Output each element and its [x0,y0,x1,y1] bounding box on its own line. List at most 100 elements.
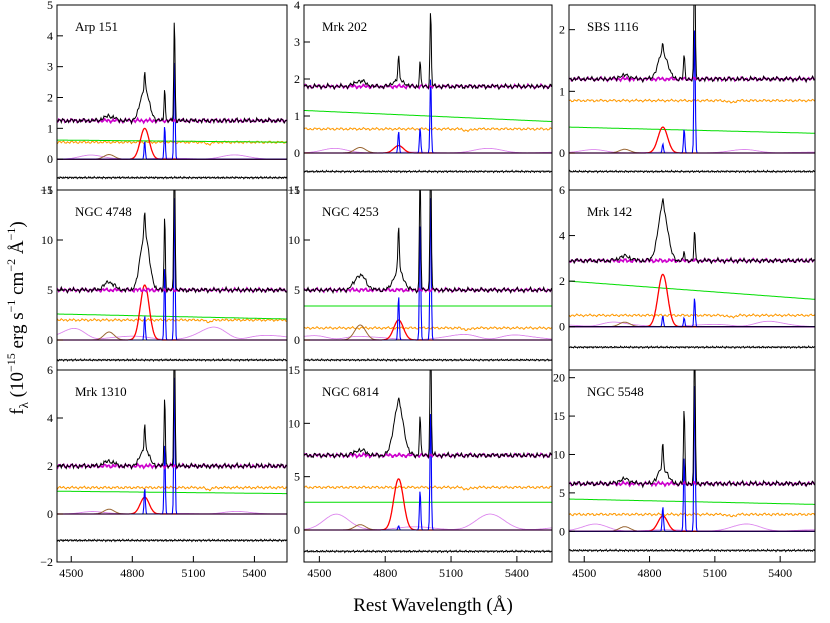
panel-grid: Arp 151 −1 0 1 2 3 4 5 Mrk 202 −1 0 1 2 3 4 SBS 1116 0 1 2… [40,0,816,580]
x-tick-label: 5400 [242,566,266,580]
y-tick-label: −1 [287,183,300,197]
x-tick-label: 4800 [373,566,397,580]
power-law-curve [57,313,287,320]
panel-frame [568,369,816,563]
y-tick-label: 4 [47,411,53,425]
broad-hbeta-curve [569,126,815,154]
y-tick-label: 10 [41,233,53,247]
y-tick-label: 2 [47,91,53,105]
x-tick-label: 5100 [703,566,727,580]
observed-spectrum-curve [569,5,815,84]
x-tick-label: 5100 [181,566,205,580]
observed-spectrum-curve [57,22,287,126]
y-tick-label: 1 [294,109,300,123]
broad-hbeta-curve [57,284,287,341]
residual-curve [57,175,287,180]
residual-curve [569,345,815,350]
y-tick-label: 15 [288,363,300,377]
panel-title: NGC 4748 [75,204,132,219]
observed-spectrum-curve [57,190,287,294]
stellar-template-curve [304,126,552,133]
y-tick-label: 5 [294,470,300,484]
y-tick-label: 1 [559,84,565,98]
panel-arp-151: Arp 151 −1 0 1 2 3 4 5 [40,0,288,197]
y-tick-label: 0 [294,523,300,537]
panel-ngc-6814: NGC 6814 0 5 10 15 4500 4800 5100 5400 [288,363,553,580]
panel-mrk-142: Mrk 142 0 2 4 6 [559,183,816,371]
feii-curve [57,154,287,160]
y-tick-label: 2 [559,23,565,37]
residual-curve [569,169,815,174]
broad-hbeta-curve [569,273,815,328]
stellar-template-curve [57,317,287,324]
y-tick-label: 15 [288,183,300,197]
y-tick-label: 5 [47,0,53,12]
y-tick-label: 10 [288,416,300,430]
panel-title: NGC 5548 [587,384,644,399]
y-tick-label: 0 [559,320,565,334]
heii-broad-curve [57,331,287,341]
y-tick-label: 0 [294,146,300,160]
panel-sbs-1116: SBS 1116 0 1 2 [559,4,816,191]
y-axis-title: fλ (10−15 erg s−1 cm−2 Å−1) [4,221,31,414]
narrow-lines-curve [304,198,552,341]
y-tick-label: 2 [559,274,565,288]
y-tick-label: 5 [559,486,565,500]
observed-spectrum-curve [57,370,287,470]
stellar-template-curve [304,325,552,331]
stellar-template-curve [304,485,552,491]
power-law-curve [57,490,287,495]
y-tick-label: 2 [47,459,53,473]
x-tick-label: 4800 [120,566,144,580]
y-tick-label: 1 [47,121,53,135]
stellar-template-curve [569,313,815,319]
narrow-lines-curve [57,198,287,341]
observed-spectrum-curve [304,370,552,460]
feii-curve [304,333,552,341]
panel-ngc-4748: NGC 4748 0 5 10 15 [41,183,288,371]
narrow-lines-curve [569,30,815,154]
panel-title: NGC 4253 [322,204,379,219]
feii-curve [569,320,815,327]
power-law-curve [304,110,552,122]
power-law-curve [569,126,815,134]
y-tick-label: 0 [47,507,53,521]
power-law-curve [57,139,287,143]
panel-mrk-202: Mrk 202 −1 0 1 2 3 4 [287,0,553,197]
power-law-curve [569,498,815,505]
y-tick-label: 4 [294,0,300,12]
feii-curve [57,326,287,341]
residual-curve [304,549,552,554]
y-tick-label: 4 [559,229,565,243]
y-tick-label: 4 [47,29,53,43]
observed-spectrum-curve [569,198,815,265]
narrow-lines-curve [569,385,815,532]
y-tick-label: 2 [294,72,300,86]
panel-mrk-1310: Mrk 1310 −2 0 2 4 6 4500 4800 5100 5400 [40,363,288,580]
residual-curve [57,538,287,543]
x-tick-label: 4800 [638,566,662,580]
y-tick-label: 20 [553,371,565,385]
panel-title: NGC 6814 [322,384,379,399]
observed-spectrum-curve [304,13,552,91]
y-tick-label: −2 [40,555,53,569]
y-tick-label: 0 [47,333,53,347]
panel-ngc-5548: NGC 5548 0 5 10 15 20 4500 4800 5100 5400 [553,369,816,580]
observed-spectrum-curve [304,190,552,295]
feii-curve [304,513,552,531]
broad-hbeta-curve [569,515,815,532]
panel-title: Mrk 142 [587,204,632,219]
broad-hbeta-curve [57,127,287,160]
panel-ngc-4253: NGC 4253 0 5 10 15 [288,183,553,371]
x-tick-label: 4500 [572,566,596,580]
feii-curve [304,147,552,154]
x-tick-label: 5400 [505,566,529,580]
x-tick-label: 4500 [59,566,83,580]
y-tick-label: 5 [47,283,53,297]
y-tick-label: 10 [553,447,565,461]
x-tick-label: 5400 [768,566,792,580]
x-tick-label: 5100 [439,566,463,580]
y-tick-label: 3 [47,60,53,74]
y-tick-label: 6 [47,363,53,377]
